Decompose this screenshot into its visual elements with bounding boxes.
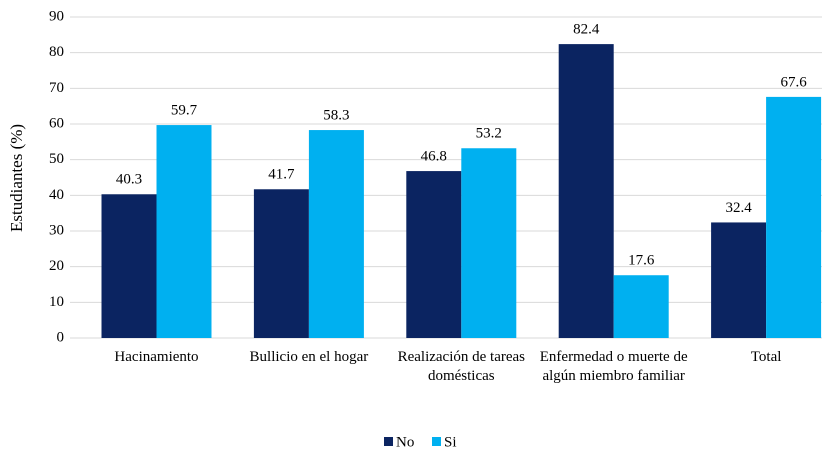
- y-tick-label: 60: [49, 115, 64, 131]
- data-label: 40.3: [116, 172, 142, 188]
- data-label: 67.6: [780, 74, 807, 90]
- y-tick-label: 30: [49, 222, 64, 238]
- legend-swatch: [384, 437, 393, 446]
- data-label: 41.7: [268, 167, 295, 183]
- bar: [461, 148, 517, 338]
- y-tick-label: 10: [49, 294, 64, 310]
- y-tick-label: 40: [49, 187, 64, 203]
- data-label: 53.2: [476, 126, 502, 142]
- y-tick-label: 0: [57, 329, 65, 345]
- bar: [101, 194, 157, 338]
- data-label: 46.8: [421, 149, 447, 165]
- data-label: 58.3: [323, 108, 349, 124]
- bar: [613, 275, 669, 338]
- bar: [766, 96, 822, 338]
- data-label: 32.4: [725, 200, 752, 216]
- x-tick-label: Realización de tareas domésticas: [397, 349, 526, 384]
- bar: [558, 44, 614, 339]
- bar: [406, 171, 462, 338]
- y-tick-label: 80: [49, 44, 64, 60]
- bar: [711, 222, 767, 338]
- y-tick-label: 90: [49, 8, 64, 24]
- legend-label: No: [396, 434, 414, 449]
- y-tick-label: 70: [49, 80, 64, 96]
- bar: [308, 130, 364, 338]
- x-tick-label: Enfermedad o muerte de algún miembro fam…: [539, 349, 688, 384]
- data-label: 82.4: [573, 22, 600, 38]
- y-axis-label: Estudiantes (%): [7, 124, 26, 232]
- data-label: 17.6: [628, 253, 655, 269]
- legend-swatch: [432, 437, 441, 446]
- bar: [156, 125, 212, 338]
- legend-label: Si: [444, 434, 457, 449]
- y-tick-label: 50: [49, 151, 64, 167]
- x-tick-label: Total: [750, 349, 782, 365]
- bar: [253, 189, 309, 338]
- y-tick-label: 20: [49, 258, 64, 274]
- x-tick-label: Bullicio en el hogar: [249, 349, 369, 365]
- x-tick-label: Hacinamiento: [114, 349, 199, 365]
- data-label: 59.7: [171, 103, 198, 119]
